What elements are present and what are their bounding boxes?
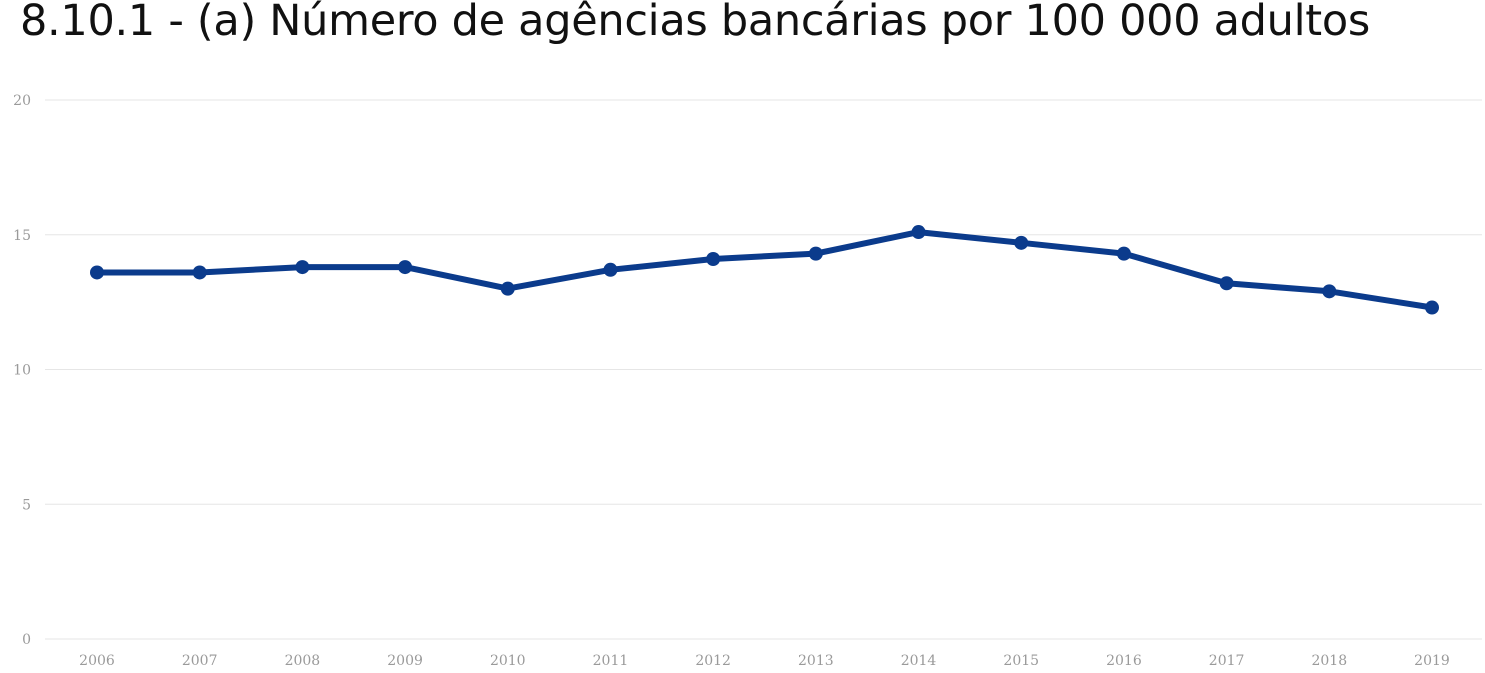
y-tick-label: 0: [22, 632, 31, 648]
data-point[interactable]: [1014, 235, 1029, 250]
data-point[interactable]: [911, 225, 926, 240]
x-tick-label: 2010: [490, 653, 526, 669]
x-tick-label: 2011: [593, 653, 629, 669]
x-axis-ticks: 2006 2007 2008 2009 2010 2011 2012 2013 2014 2015…: [79, 653, 1450, 669]
series-layer: [90, 225, 1439, 315]
data-point[interactable]: [90, 265, 104, 280]
data-point[interactable]: [192, 265, 207, 280]
data-point[interactable]: [1322, 284, 1337, 299]
data-point[interactable]: [398, 260, 413, 275]
x-tick-label: 2007: [182, 653, 218, 669]
data-point[interactable]: [603, 262, 618, 277]
data-point[interactable]: [1219, 276, 1234, 291]
x-tick-label: 2009: [387, 653, 423, 669]
x-tick-label: 2008: [285, 653, 321, 669]
series-line: [94, 229, 1435, 311]
y-tick-label: 5: [22, 497, 31, 513]
data-point[interactable]: [1425, 300, 1439, 315]
x-tick-label: 2006: [79, 653, 115, 669]
x-tick-label: 2015: [1003, 653, 1039, 669]
y-tick-label: 20: [13, 93, 31, 109]
x-tick-label: 2018: [1311, 653, 1347, 669]
data-point[interactable]: [1116, 246, 1131, 261]
x-tick-label: 2016: [1106, 653, 1142, 669]
y-tick-label: 10: [13, 363, 31, 379]
data-point[interactable]: [500, 281, 515, 296]
y-axis-ticks: 0 5 10 15 20: [13, 93, 31, 648]
y-tick-label: 15: [13, 228, 31, 244]
data-point[interactable]: [295, 260, 310, 275]
x-tick-label: 2019: [1414, 653, 1450, 669]
x-tick-label: 2012: [695, 653, 731, 669]
data-point[interactable]: [808, 246, 823, 261]
data-point[interactable]: [706, 252, 721, 267]
x-tick-label: 2014: [901, 653, 937, 669]
x-tick-label: 2013: [798, 653, 834, 669]
chart-title: 8.10.1 - (a) Número de agências bancária…: [20, 0, 1370, 46]
x-tick-label: 2017: [1209, 653, 1245, 669]
gridlines: [45, 99, 1482, 640]
